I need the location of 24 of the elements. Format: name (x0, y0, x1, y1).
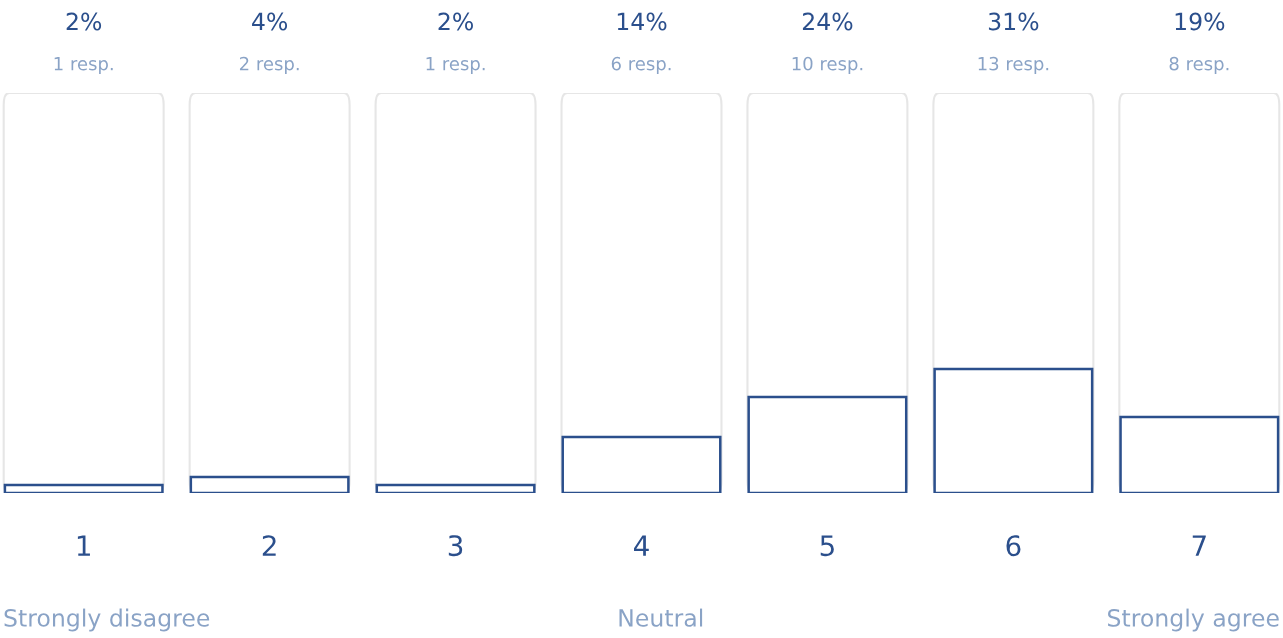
data-label: 2% (438, 12, 473, 31)
data-label: 2% (66, 12, 102, 31)
x-tick-label: 1 (77, 535, 90, 556)
data-label: 14% (617, 12, 667, 31)
x-tick-label: 4 (634, 535, 649, 556)
text: Strongly disagree (4, 608, 210, 632)
data-label: 31% (988, 12, 1039, 31)
text: Strongly agree (1108, 608, 1279, 632)
x-tick-label: 6 (1006, 535, 1021, 557)
x-tick-label: 5 (820, 535, 834, 557)
x-tick-label: 3 (448, 535, 463, 557)
data-label: 4% (252, 12, 288, 31)
text: 10 resp. (792, 56, 863, 74)
text: 2 resp. (239, 56, 299, 74)
data-label: 19% (1175, 12, 1225, 31)
text: 1 resp. (426, 57, 485, 74)
text: 1 resp. (54, 57, 113, 74)
text: 8 resp. (1169, 56, 1229, 74)
data-label: 24% (802, 12, 853, 31)
text: Neutral (619, 608, 703, 627)
text: 6 resp. (611, 56, 671, 74)
x-tick-label: 7 (1192, 535, 1206, 556)
x-tick-label: 2 (262, 535, 276, 556)
text: 13 resp. (978, 56, 1049, 74)
